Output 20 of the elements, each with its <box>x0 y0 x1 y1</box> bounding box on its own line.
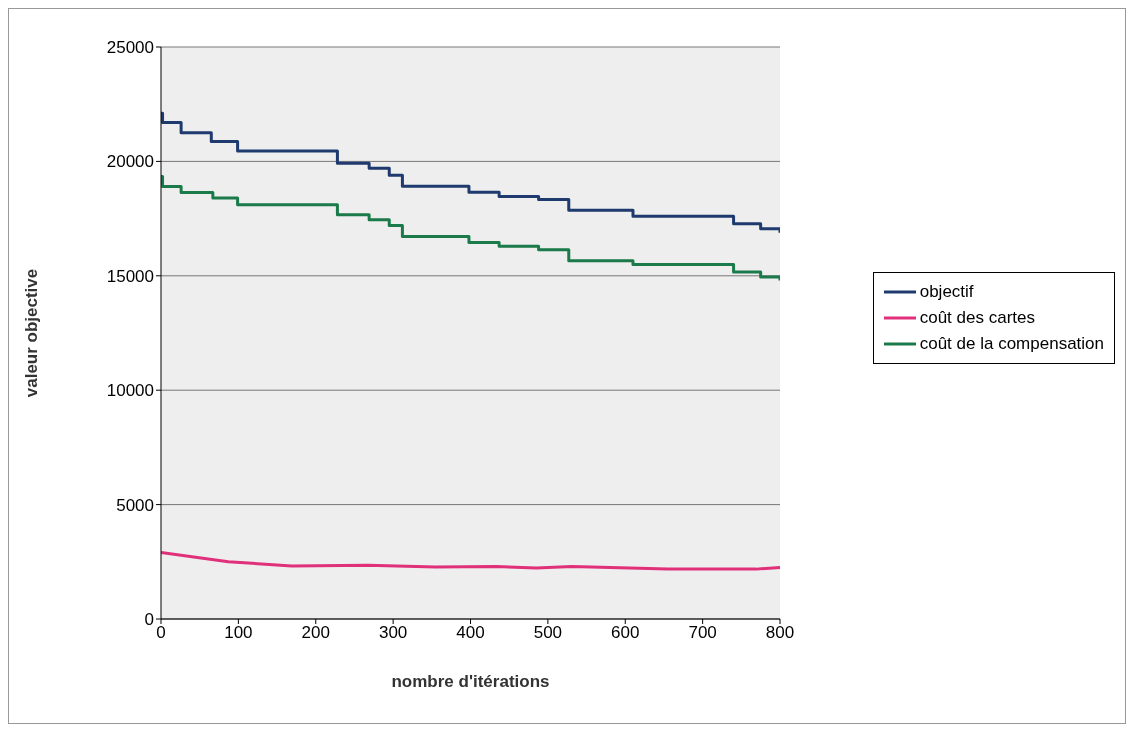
y-tick-label: 15000 <box>106 266 154 286</box>
x-axis-title: nombre d'itérations <box>391 672 550 691</box>
x-tick-label: 700 <box>688 623 717 643</box>
y-axis-title: valeur objective <box>22 268 42 398</box>
x-tick-label: 600 <box>611 623 640 643</box>
y-tick-label: 0 <box>144 610 154 630</box>
y-tick-label: 10000 <box>106 381 154 401</box>
x-tick-label: 400 <box>456 623 485 643</box>
x-tick-label: 800 <box>765 623 795 643</box>
legend-label: objectif <box>919 282 974 302</box>
y-tick-label: 25000 <box>106 38 154 58</box>
x-tick-label: 200 <box>301 623 330 643</box>
line-series <box>161 550 780 571</box>
legend-label: coût des cartes <box>919 308 1035 328</box>
legend-label: coût de la compensation <box>919 334 1104 354</box>
x-tick-label: 100 <box>224 623 253 643</box>
y-tick-label: 5000 <box>116 495 154 515</box>
x-tick-label: 300 <box>378 623 408 643</box>
x-tick-label: 500 <box>533 623 563 643</box>
y-tick-label: 20000 <box>106 152 154 172</box>
